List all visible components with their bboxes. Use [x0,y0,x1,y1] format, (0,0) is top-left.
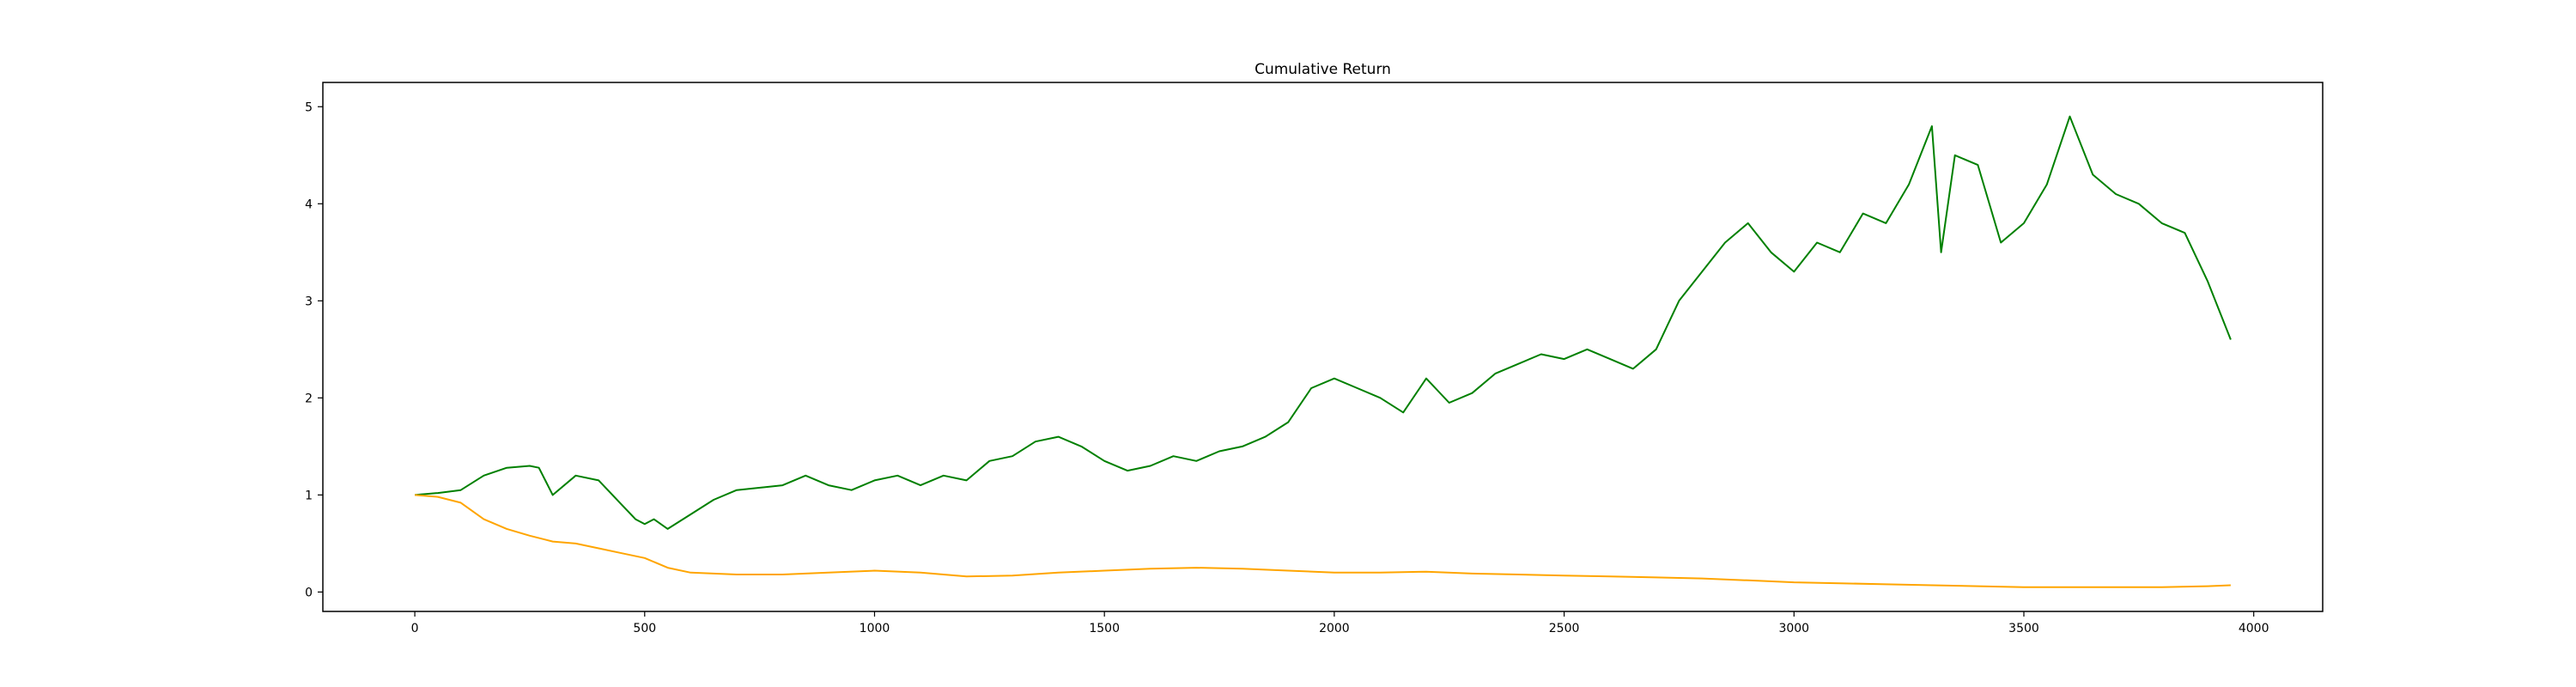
y-tick-label: 3 [305,295,313,308]
series-line-orange [415,494,2231,588]
x-tick-label: 3000 [1778,622,1809,635]
series-layer [415,115,2232,588]
x-axis: 0 500 1000 1500 2000 2500 3000 3500 4000 [411,611,2269,635]
y-tick-label: 0 [305,586,313,599]
x-tick-label: 0 [411,622,419,635]
x-tick-label: 1500 [1089,622,1120,635]
chart-title: Cumulative Return [1255,61,1391,78]
x-tick-label: 500 [633,622,656,635]
plot-frame [322,82,2324,612]
x-tick-label: 4000 [2239,622,2269,635]
y-tick-label: 2 [305,392,313,405]
series-line-green [415,115,2232,530]
y-tick-label: 1 [305,489,313,502]
x-tick-label: 3500 [2008,622,2039,635]
x-tick-label: 2500 [1549,622,1580,635]
x-tick-label: 2000 [1319,622,1350,635]
y-tick-label: 5 [305,100,313,114]
y-tick-label: 4 [305,198,313,211]
y-axis: 0 1 2 3 4 5 [305,100,323,599]
x-tick-label: 1000 [860,622,890,635]
